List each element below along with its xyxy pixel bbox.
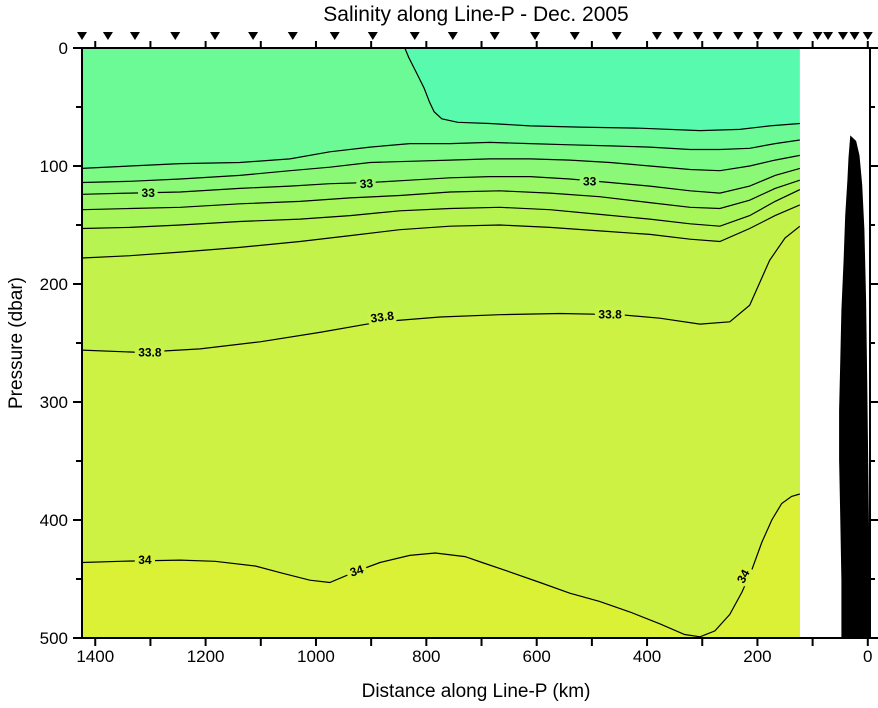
station-marker bbox=[862, 32, 873, 40]
contour-line-32.4 bbox=[404, 48, 800, 132]
x-tick-label-800: 800 bbox=[412, 647, 440, 666]
y-tick-label-300: 300 bbox=[40, 393, 68, 412]
station-marker bbox=[367, 32, 378, 40]
y-tick-label-400: 400 bbox=[40, 511, 68, 530]
station-marker bbox=[329, 32, 340, 40]
station-marker bbox=[812, 32, 823, 40]
station-marker bbox=[672, 32, 683, 40]
station-marker bbox=[792, 32, 803, 40]
x-tick-label-200: 200 bbox=[743, 647, 771, 666]
bathymetry-silhouette bbox=[839, 135, 870, 639]
band-34 bbox=[82, 48, 800, 638]
chart-title: Salinity along Line-P - Dec. 2005 bbox=[323, 3, 628, 26]
y-tick-label-0: 0 bbox=[59, 39, 68, 58]
axis-ticks bbox=[73, 41, 878, 646]
x-tick-label-0: 0 bbox=[863, 647, 872, 666]
contour-line-33.4 bbox=[82, 189, 800, 230]
x-tick-label-400: 400 bbox=[633, 647, 661, 666]
station-marker bbox=[733, 32, 744, 40]
station-marker bbox=[170, 32, 181, 40]
contour-label-33: 33 bbox=[359, 176, 374, 191]
station-marker bbox=[248, 32, 259, 40]
contour-label-33.8: 33.8 bbox=[138, 345, 162, 359]
station-marker bbox=[489, 32, 500, 40]
bathymetry-profile bbox=[839, 135, 870, 639]
band-33.8 bbox=[82, 48, 800, 638]
station-marker bbox=[447, 32, 458, 40]
station-marker bbox=[77, 32, 87, 40]
y-tick-label-200: 200 bbox=[40, 275, 68, 294]
station-marker bbox=[209, 32, 220, 40]
contour-line-32.8 bbox=[82, 154, 800, 184]
y-tick-label-100: 100 bbox=[40, 157, 68, 176]
station-marker bbox=[849, 32, 860, 40]
station-markers bbox=[77, 32, 873, 40]
y-axis-title: Pressure (dbar) bbox=[6, 277, 27, 409]
contour-bands bbox=[82, 48, 800, 638]
contour-line-33.6 bbox=[82, 204, 800, 259]
contour-label-33: 33 bbox=[583, 174, 597, 188]
x-tick-label-1200: 1200 bbox=[187, 647, 225, 666]
axis-tick-labels: 1400 1200 1000 800 600 400 200 0 0 100 200 300 400 50… bbox=[40, 39, 873, 666]
station-marker bbox=[287, 32, 298, 40]
station-marker bbox=[102, 32, 113, 40]
station-marker bbox=[611, 32, 622, 40]
station-marker bbox=[692, 32, 703, 40]
station-marker bbox=[752, 32, 763, 40]
contour-line-33.2 bbox=[82, 179, 800, 211]
contour-label-34: 34 bbox=[138, 553, 152, 567]
x-tick-label-1000: 1000 bbox=[297, 647, 335, 666]
x-tick-label-600: 600 bbox=[523, 647, 551, 666]
station-marker bbox=[530, 32, 541, 40]
station-marker bbox=[823, 32, 834, 40]
y-tick-label-500: 500 bbox=[40, 629, 68, 648]
station-marker bbox=[651, 32, 662, 40]
contour-lines bbox=[82, 48, 800, 638]
contour-line-33 bbox=[82, 167, 800, 195]
station-marker bbox=[772, 32, 783, 40]
contour-line-34 bbox=[82, 493, 800, 638]
x-tick-label-1400: 1400 bbox=[76, 647, 114, 666]
station-marker bbox=[409, 32, 420, 40]
contour-label-33.8: 33.8 bbox=[598, 308, 622, 322]
x-axis-title: Distance along Line-P (km) bbox=[362, 681, 591, 702]
contour-label-33: 33 bbox=[142, 186, 156, 200]
station-marker bbox=[712, 32, 723, 40]
station-marker bbox=[837, 32, 848, 40]
station-marker bbox=[569, 32, 580, 40]
contour-line-32.6 bbox=[82, 139, 800, 169]
contour-line-33.8 bbox=[82, 225, 800, 354]
station-marker bbox=[129, 32, 140, 40]
